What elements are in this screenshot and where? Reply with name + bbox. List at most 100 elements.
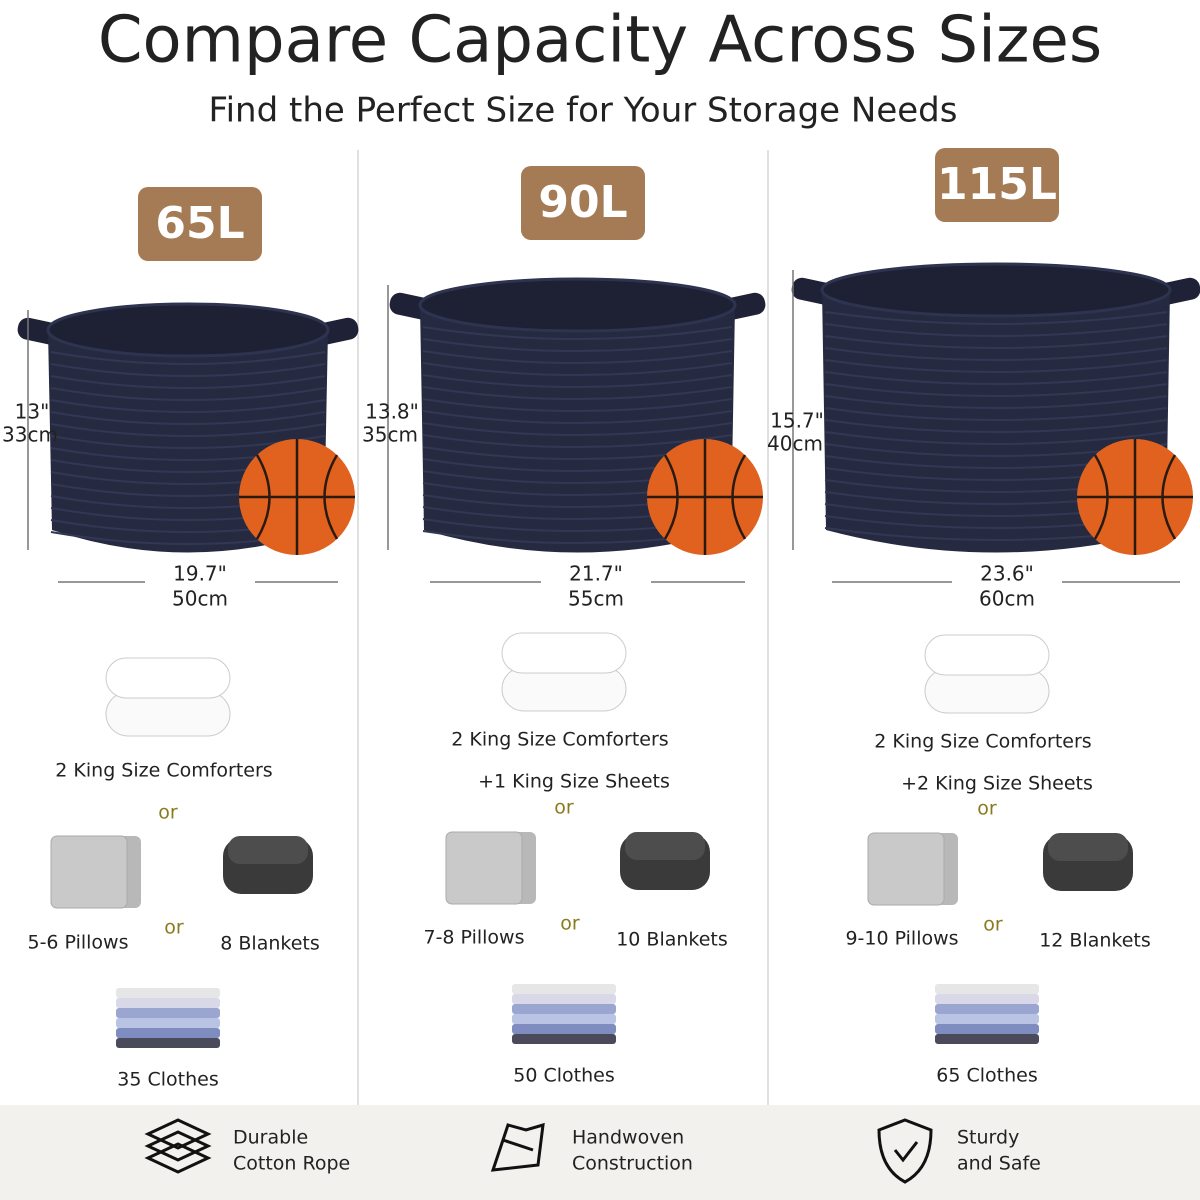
basket-weave xyxy=(824,383,1168,397)
height-label: 40cm xyxy=(767,432,823,456)
basket-rim xyxy=(418,277,737,333)
clothes-icon xyxy=(935,1004,1039,1014)
basket-rim xyxy=(820,262,1172,318)
feature-icon xyxy=(144,1142,212,1174)
feature-icon xyxy=(144,1118,212,1150)
feature: Durable Cotton Rope xyxy=(144,1118,350,1175)
basket-weave xyxy=(50,375,326,389)
comforter-icon xyxy=(501,666,627,712)
width-label: 50cm xyxy=(172,587,228,611)
feature-label: Cotton Rope xyxy=(233,1153,350,1175)
comforter-icon xyxy=(105,657,231,699)
capacity-label: 90L xyxy=(538,177,627,228)
basket-weave xyxy=(422,326,733,340)
ball-seam xyxy=(1161,454,1177,540)
width-label: 23.6" xyxy=(980,562,1034,586)
basket-weave xyxy=(422,434,733,448)
basket-weave xyxy=(422,410,733,424)
pillows-label: 5-6 Pillows xyxy=(27,932,128,954)
feature-icon xyxy=(490,1122,545,1172)
comforters-label: 2 King Size Comforters xyxy=(451,729,668,751)
basket-rim xyxy=(46,302,330,358)
clothes-icon xyxy=(116,988,220,998)
basket-weave xyxy=(824,347,1168,361)
blanket-icon xyxy=(228,836,308,864)
comforter-icon xyxy=(501,632,627,674)
height-label: 13" xyxy=(15,400,50,424)
basket-weave xyxy=(824,359,1168,373)
clothes-icon xyxy=(935,984,1039,994)
ball-seam xyxy=(323,454,339,540)
blankets-label: 12 Blankets xyxy=(1039,930,1151,952)
clothes-icon xyxy=(512,1004,616,1014)
comforters-label: 2 King Size Comforters xyxy=(55,760,272,782)
title: Compare Capacity Across Sizes xyxy=(98,4,1102,78)
comforter-icon xyxy=(105,691,231,737)
basket-weave xyxy=(422,386,733,400)
or-label: or xyxy=(560,913,580,935)
clothes-icon xyxy=(512,994,616,1004)
basket-weave xyxy=(422,350,733,364)
basket-weave xyxy=(422,338,733,352)
clothes-icon xyxy=(512,984,616,994)
width-label: 21.7" xyxy=(569,562,623,586)
pillow-icon xyxy=(867,832,945,906)
width-label: 55cm xyxy=(568,587,624,611)
blankets-label: 8 Blankets xyxy=(220,933,320,955)
ball-seam xyxy=(1093,454,1109,540)
clothes-icon xyxy=(935,1034,1039,1044)
height-label: 15.7" xyxy=(770,409,824,433)
capacity-label: 115L xyxy=(937,159,1057,210)
basket-weave xyxy=(824,395,1168,409)
clothes-icon xyxy=(935,1014,1039,1024)
basket-weave xyxy=(824,311,1168,325)
capacity-badge xyxy=(521,166,645,240)
size-column: 65L 13"33cm 19.7"50cm 2 King Size Comforter… xyxy=(2,187,359,1091)
blanket-icon xyxy=(625,832,705,860)
pillows-label: 9-10 Pillows xyxy=(845,928,958,950)
features: Durable Cotton Rope Handwoven Construction S… xyxy=(144,1118,1041,1184)
size-column: 115L 15.7"40cm 23.6"60cm 2 King Size Comfor… xyxy=(767,148,1200,1087)
height-label: 35cm xyxy=(362,423,418,447)
height-label: 13.8" xyxy=(365,400,419,424)
clothes-label: 65 Clothes xyxy=(936,1065,1037,1087)
pillow-icon xyxy=(50,835,128,909)
basket-weave xyxy=(422,398,733,412)
clothes-icon xyxy=(935,994,1039,1004)
pillow-icon xyxy=(445,831,523,905)
ball-seam xyxy=(731,454,747,540)
comforter-icon xyxy=(924,668,1050,714)
size-column: 90L 13.8"35cm 21.7"55cm 2 King Size Comfort… xyxy=(362,166,766,1087)
width-label: 60cm xyxy=(979,587,1035,611)
pillows-label: 7-8 Pillows xyxy=(423,927,524,949)
basket-weave xyxy=(50,411,326,425)
clothes-label: 50 Clothes xyxy=(513,1065,614,1087)
basket-weave xyxy=(50,387,326,401)
or-label: or xyxy=(983,914,1003,936)
feature: Sturdy and Safe xyxy=(877,1118,1041,1184)
ball-seam xyxy=(663,454,679,540)
feature-icon xyxy=(144,1130,212,1162)
basket-weave xyxy=(50,423,326,437)
basket-weave xyxy=(422,374,733,388)
feature: Handwoven Construction xyxy=(490,1122,693,1175)
clothes-label: 35 Clothes xyxy=(117,1069,218,1091)
capacity-badge xyxy=(935,148,1059,222)
or-label: or xyxy=(164,917,184,939)
clothes-icon xyxy=(512,1014,616,1024)
basket-weave xyxy=(824,407,1168,421)
feature-icon xyxy=(877,1118,933,1184)
ball-seam xyxy=(255,454,271,540)
basket-weave xyxy=(824,419,1168,433)
clothes-icon xyxy=(512,1034,616,1044)
width-label: 19.7" xyxy=(173,562,227,586)
clothes-icon xyxy=(116,1028,220,1038)
or-label: or xyxy=(158,802,178,824)
basket-weave xyxy=(824,323,1168,337)
basket-weave xyxy=(50,351,326,365)
comforters-label: 2 King Size Comforters xyxy=(874,731,1091,753)
blanket-icon xyxy=(1048,833,1128,861)
capacity-label: 65L xyxy=(155,198,244,249)
feature-label: Durable xyxy=(233,1127,308,1149)
clothes-icon xyxy=(116,998,220,1008)
